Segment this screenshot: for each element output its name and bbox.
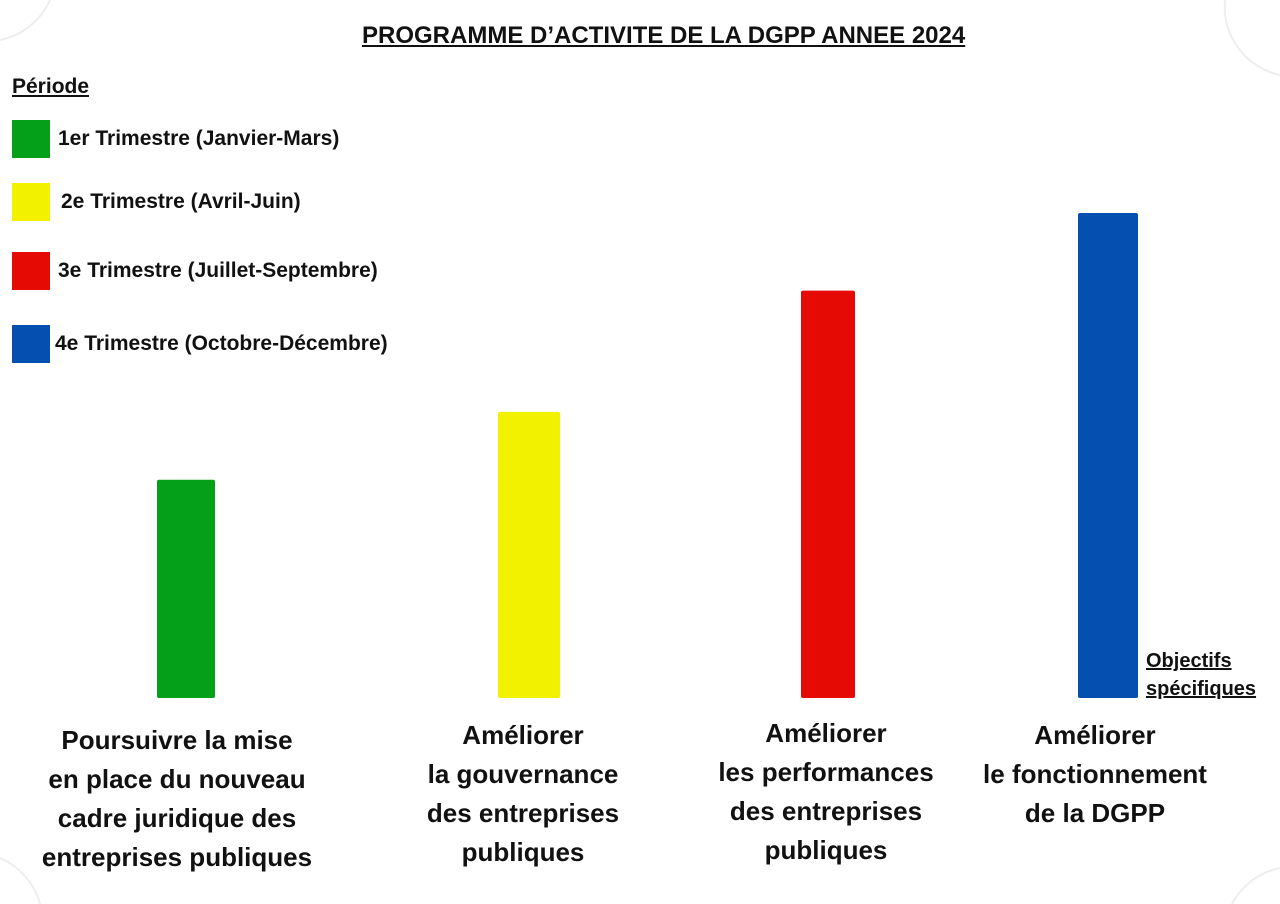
category-line: des entreprises (426, 798, 620, 828)
bar-3 (801, 290, 855, 698)
category-label-4: Améliorer le fonctionnement de la DGPP (915, 716, 1275, 833)
category-label-3: Améliorer les performances des entrepris… (646, 714, 1006, 870)
legend-title: Période (12, 75, 90, 98)
x-axis-label: Objectifs spécifiques (1146, 650, 1257, 700)
corner-decoration (0, 857, 41, 904)
category-label-1: Poursuivre la mise en place du nouveau c… (0, 721, 357, 877)
legend-swatch (12, 252, 50, 290)
legend-swatch (12, 183, 50, 221)
category-line: cadre juridique des (57, 803, 297, 833)
legend-item-q2: 2e Trimestre (Avril-Juin) (12, 183, 301, 221)
category-line: en place du nouveau (48, 764, 306, 794)
corner-decoration (1223, 0, 1280, 76)
category-line: Améliorer (462, 720, 584, 750)
legend-label: 1er Trimestre (Janvier-Mars) (58, 127, 340, 150)
category-line: Améliorer (765, 718, 887, 748)
legend-label: 4e Trimestre (Octobre-Décembre) (55, 332, 388, 355)
category-label-2: Améliorer la gouvernance des entreprises… (343, 716, 703, 872)
legend-label: 3e Trimestre (Juillet-Septembre) (58, 259, 378, 282)
bar-1 (157, 479, 215, 698)
legend-item-q4: 4e Trimestre (Octobre-Décembre) (12, 325, 388, 363)
chart-title: PROGRAMME D’ACTIVITE DE LA DGPP ANNEE 20… (362, 22, 966, 49)
category-line: des entreprises (729, 796, 923, 826)
legend-swatch (12, 120, 50, 158)
legend-item-q1: 1er Trimestre (Janvier-Mars) (12, 120, 339, 158)
bar-4 (1078, 213, 1138, 698)
legend-item-q3: 3e Trimestre (Juillet-Septembre) (12, 252, 378, 290)
category-line: publiques (461, 837, 585, 867)
category-line: entreprises publiques (41, 842, 313, 872)
corner-decoration (0, 0, 51, 41)
corner-decoration (1231, 867, 1280, 904)
category-line: le fonctionnement (983, 759, 1207, 789)
legend-label: 2e Trimestre (Avril-Juin) (61, 190, 301, 213)
category-line: les performances (718, 757, 934, 787)
category-line: Poursuivre la mise (61, 725, 293, 755)
category-line: de la DGPP (1024, 798, 1166, 828)
bar-2 (498, 411, 560, 698)
category-line: publiques (764, 835, 888, 865)
category-line: la gouvernance (427, 759, 619, 789)
legend-swatch (12, 325, 50, 363)
category-line: Améliorer (1034, 720, 1156, 750)
